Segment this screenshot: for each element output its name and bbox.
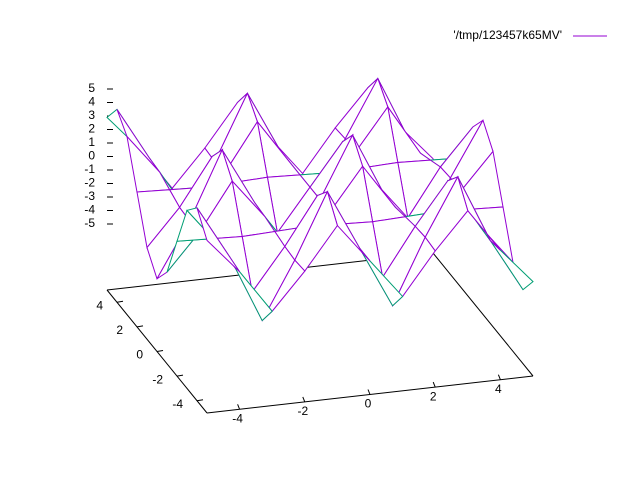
x-tick [432,381,436,388]
x-tick-label: 2 [430,389,437,403]
y-tick-label: 2 [116,323,123,337]
y-tick [156,350,164,352]
y-tick-label: -4 [172,397,183,411]
y-tick [136,325,144,328]
z-tick-label: -5 [84,216,95,230]
x-tick-label: -4 [232,411,243,425]
y-tick-label: 0 [136,348,143,362]
z-tick-label: -2 [84,176,95,190]
surface-cell [126,134,171,193]
z-tick-label: 5 [88,81,95,95]
surface-cell [489,240,534,291]
x-tick-label: -2 [297,404,308,418]
base-edge [432,252,534,377]
z-tick-label: -3 [84,189,95,203]
surface-cell [196,207,241,273]
x-tick [302,396,306,403]
x-tick [497,374,501,380]
y-tick-label: 4 [96,298,103,312]
z-tick-label: 0 [88,149,95,163]
y-tick-label: -2 [152,372,163,386]
x-tick [237,404,241,410]
legend-label: '/tmp/123457k65MV' [453,28,562,42]
z-tick-label: 2 [88,122,95,136]
y-tick [176,374,184,377]
z-tick-label: 3 [88,108,95,122]
z-tick-label: -1 [84,162,95,176]
y-tick [116,300,124,303]
z-tick-label: -4 [84,203,95,217]
z-tick-label: 1 [88,135,95,149]
x-tick-label: 4 [495,382,502,396]
x-tick [367,389,371,395]
z-tick-label: 4 [88,95,95,109]
x-tick-label: 0 [365,397,372,411]
y-tick [196,399,204,402]
